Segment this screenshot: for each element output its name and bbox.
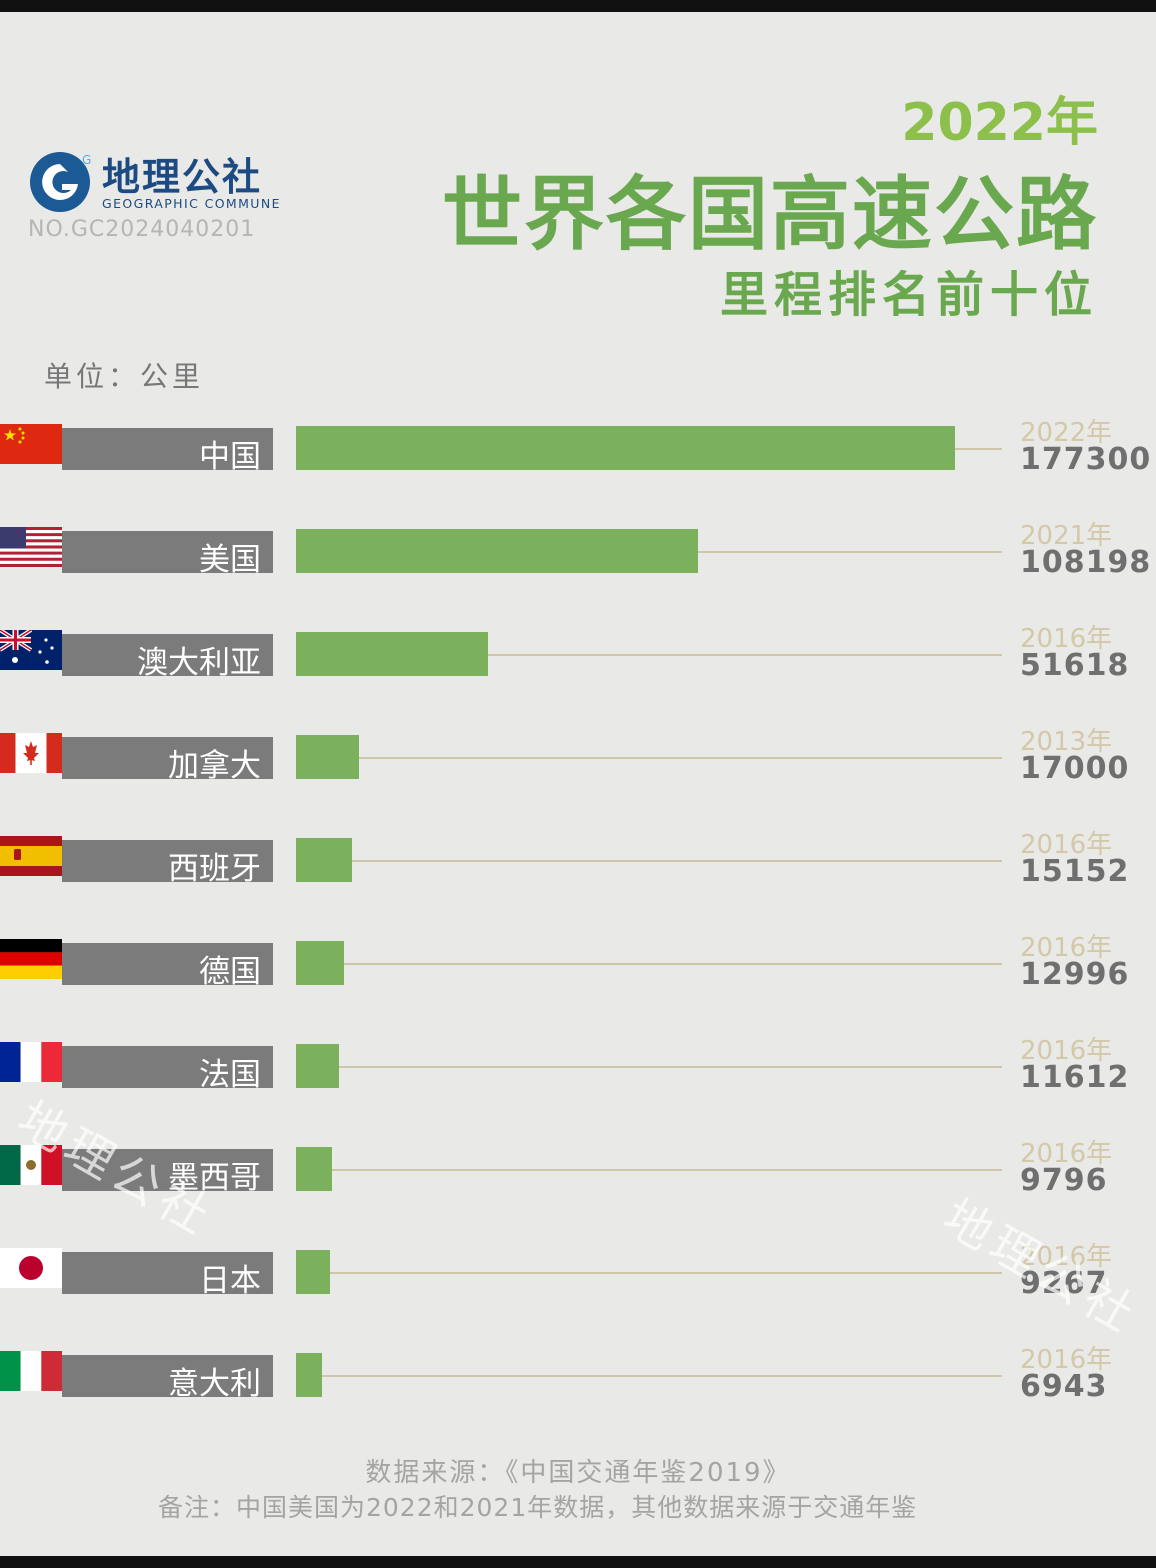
data-year-label: 2016年 <box>1020 1139 1113 1169</box>
bar <box>296 1250 331 1294</box>
category-label: 美国 <box>199 542 261 578</box>
geographic-commune-logo-icon: G <box>30 152 91 212</box>
leader-line <box>955 448 1002 450</box>
leader-line <box>321 1375 1002 1377</box>
data-value-label: 51618 <box>1020 648 1130 683</box>
spain-flag-icon <box>0 836 62 876</box>
data-year-label: 2016年 <box>1020 933 1113 963</box>
chart-row: 美国 2021年 108198 <box>0 521 1156 607</box>
bar <box>296 735 360 779</box>
data-value-label: 6943 <box>1020 1369 1108 1404</box>
bar <box>296 1147 333 1191</box>
data-year-label: 2016年 <box>1020 1345 1113 1375</box>
italy-flag-icon <box>0 1351 62 1391</box>
usa-flag-icon <box>0 527 62 567</box>
unit-label: 单位：公里 <box>44 360 205 393</box>
category-label-box: 澳大利亚 <box>62 634 273 681</box>
page-subtitle: 里程排名前十位 <box>719 267 1098 323</box>
data-value-label: 12996 <box>1020 957 1130 992</box>
bar <box>296 426 955 470</box>
data-year-label: 2013年 <box>1020 727 1113 757</box>
china-flag-icon <box>0 424 62 464</box>
data-value-label: 108198 <box>1020 545 1152 580</box>
data-year-label: 2016年 <box>1020 624 1113 654</box>
chart-row: 澳大利亚 2016年 51618 <box>0 624 1156 710</box>
category-label: 澳大利亚 <box>137 645 261 681</box>
chart-row: 西班牙 2016年 15152 <box>0 830 1156 916</box>
category-label-box: 加拿大 <box>62 737 273 784</box>
data-value-label: 9267 <box>1020 1266 1108 1301</box>
canada-flag-icon <box>0 733 62 773</box>
bar <box>296 838 353 882</box>
logo-letter: G <box>82 153 91 167</box>
leader-line <box>330 1272 1002 1274</box>
chart-row: 德国 2016年 12996 <box>0 933 1156 1019</box>
data-value-label: 11612 <box>1020 1060 1130 1095</box>
data-value-label: 15152 <box>1020 854 1130 889</box>
category-label: 德国 <box>199 954 261 990</box>
leader-line <box>487 654 1002 656</box>
data-year-label: 2016年 <box>1020 830 1113 860</box>
leader-line <box>339 1066 1002 1068</box>
france-flag-icon <box>0 1042 62 1082</box>
data-source: 数据来源：《中国交通年鉴2019》 <box>365 1458 791 1488</box>
top-border <box>0 0 1156 12</box>
category-label: 意大利 <box>168 1366 261 1402</box>
bar <box>296 1353 322 1397</box>
data-year-label: 2021年 <box>1020 521 1113 551</box>
leader-line <box>344 963 1002 965</box>
chart-row: 墨西哥 2016年 9796 <box>0 1139 1156 1225</box>
brand-name: 地理公社 <box>102 155 263 199</box>
chart-row: 日本 2016年 9267 <box>0 1242 1156 1328</box>
bar <box>296 941 345 985</box>
bottom-border <box>0 1556 1156 1568</box>
chart-row: 法国 2016年 11612 <box>0 1036 1156 1122</box>
category-label: 墨西哥 <box>168 1160 261 1196</box>
category-label-box: 美国 <box>62 531 273 578</box>
serial-number: NO.GC2024040201 <box>28 217 256 242</box>
bar <box>296 529 699 573</box>
chart-row: 中国 2022年 177300 <box>0 418 1156 504</box>
leader-line <box>359 757 1002 759</box>
chart-row: 加拿大 2013年 17000 <box>0 727 1156 813</box>
category-label: 加拿大 <box>168 748 261 784</box>
category-label: 中国 <box>199 439 261 475</box>
brand-name-english: GEOGRAPHIC COMMUNE <box>102 196 281 211</box>
mexico-flag-icon <box>0 1145 62 1185</box>
title-year: 2022年 <box>901 93 1098 153</box>
data-value-label: 177300 <box>1020 442 1152 477</box>
category-label-box: 法国 <box>62 1046 273 1093</box>
leader-line <box>332 1169 1002 1171</box>
chart-row: 意大利 2016年 6943 <box>0 1345 1156 1431</box>
category-label-box: 中国 <box>62 428 273 475</box>
data-year-label: 2016年 <box>1020 1036 1113 1066</box>
category-label-box: 墨西哥 <box>62 1149 273 1196</box>
data-year-label: 2016年 <box>1020 1242 1113 1272</box>
data-value-label: 17000 <box>1020 751 1130 786</box>
footnote: 备注：中国美国为2022和2021年数据，其他数据来源于交通年鉴 <box>158 1493 918 1522</box>
germany-flag-icon <box>0 939 62 979</box>
category-label-box: 日本 <box>62 1252 273 1299</box>
data-year-label: 2022年 <box>1020 418 1113 448</box>
category-label: 法国 <box>199 1057 261 1093</box>
japan-flag-icon <box>0 1248 62 1288</box>
bar <box>296 632 488 676</box>
category-label-box: 意大利 <box>62 1355 273 1402</box>
category-label: 西班牙 <box>168 851 261 887</box>
data-value-label: 9796 <box>1020 1163 1108 1198</box>
category-label-box: 德国 <box>62 943 273 990</box>
australia-flag-icon <box>0 630 62 670</box>
page-title: 世界各国高速公路 <box>442 167 1098 261</box>
category-label-box: 西班牙 <box>62 840 273 887</box>
leader-line <box>352 860 1002 862</box>
leader-line <box>698 551 1002 553</box>
bar <box>296 1044 340 1088</box>
category-label: 日本 <box>199 1263 261 1299</box>
